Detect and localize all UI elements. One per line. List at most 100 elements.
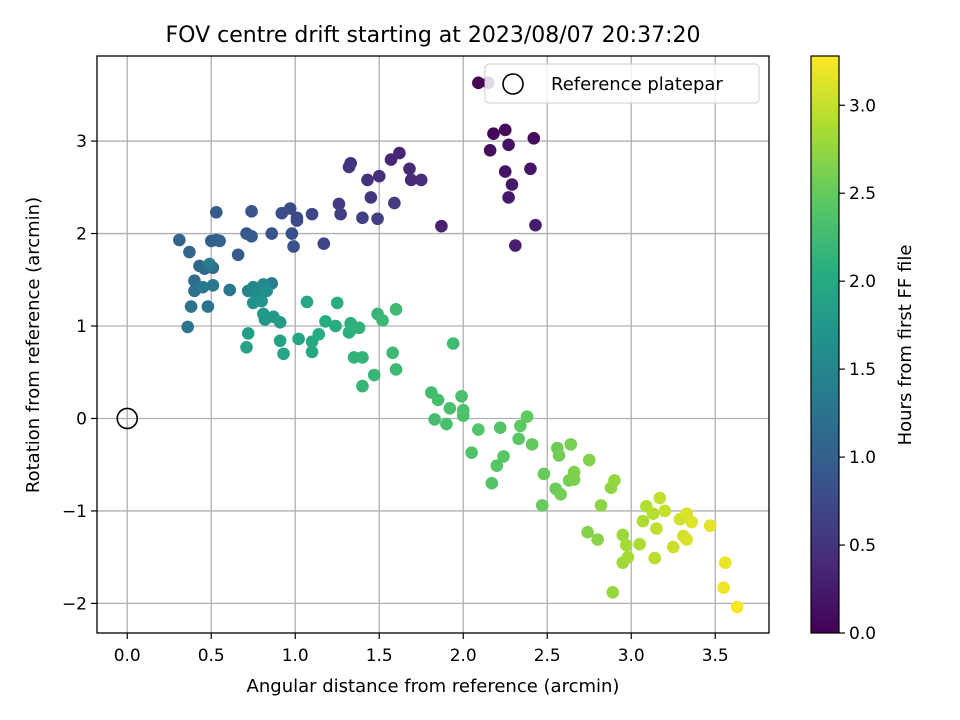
- data-point: [196, 280, 210, 294]
- data-point: [485, 476, 499, 490]
- y-tick-label: 3: [76, 132, 87, 152]
- data-point: [330, 296, 344, 310]
- y-tick-label: 0: [76, 409, 87, 429]
- data-point: [666, 540, 680, 554]
- data-point: [490, 459, 504, 472]
- colorbar-tick-label: 1.0: [849, 448, 876, 468]
- data-point: [719, 556, 732, 570]
- data-point: [582, 453, 596, 467]
- colorbar-tick-label: 1.5: [849, 360, 876, 380]
- data-point: [305, 345, 319, 359]
- data-point: [428, 413, 441, 426]
- data-point: [231, 248, 245, 262]
- data-point: [606, 586, 620, 599]
- data-point: [483, 144, 497, 157]
- data-point: [209, 205, 223, 219]
- colorbar-tick-label: 3.0: [849, 96, 876, 116]
- data-point: [446, 337, 460, 350]
- data-point: [371, 212, 384, 226]
- y-axis-label: Rotation from reference (arcmin): [23, 197, 44, 493]
- data-point: [184, 300, 198, 313]
- data-point: [591, 533, 604, 546]
- data-point: [265, 227, 279, 240]
- data-point: [389, 363, 403, 376]
- x-tick-label: 2.0: [450, 646, 477, 666]
- data-point: [173, 233, 186, 247]
- data-point: [502, 138, 515, 152]
- reference-platepar-marker: [116, 407, 139, 430]
- data-point: [621, 550, 635, 564]
- data-point: [273, 334, 287, 348]
- y-tick-label: 1: [76, 317, 87, 337]
- data-point: [384, 153, 398, 166]
- plot-area-frame: [96, 55, 770, 634]
- data-point: [514, 419, 527, 433]
- y-tick-label: 2: [76, 225, 87, 245]
- legend-entry-reference-platepar: Reference platepar: [551, 74, 723, 95]
- data-point: [203, 257, 216, 271]
- data-point: [527, 131, 541, 145]
- colorbar-tick-label: 0.5: [849, 536, 876, 556]
- data-point: [241, 327, 255, 340]
- data-point: [300, 295, 314, 309]
- data-point: [361, 173, 374, 187]
- data-point: [206, 279, 220, 292]
- data-point: [493, 421, 507, 435]
- data-point: [653, 491, 667, 505]
- colorbar-tick-label: 2.5: [849, 184, 876, 204]
- data-point: [372, 169, 386, 183]
- data-point: [334, 207, 347, 221]
- colorbar-label: Hours from first FF file: [895, 245, 916, 446]
- data-point: [389, 303, 403, 316]
- data-point: [525, 438, 539, 451]
- data-point: [537, 467, 551, 481]
- data-point: [581, 525, 594, 539]
- data-point: [292, 332, 305, 346]
- data-point: [554, 487, 567, 501]
- x-tick-label: 0.5: [198, 646, 225, 666]
- data-point: [440, 417, 453, 431]
- data-point: [329, 319, 342, 333]
- x-tick-label: 3.5: [702, 646, 729, 666]
- data-point: [255, 294, 268, 308]
- data-point: [455, 389, 468, 403]
- data-point: [273, 316, 287, 329]
- data-point: [498, 123, 512, 137]
- data-point: [245, 205, 258, 218]
- data-point: [312, 328, 326, 341]
- x-tick-label: 2.5: [534, 646, 561, 666]
- data-point: [456, 409, 470, 423]
- data-point: [332, 197, 346, 211]
- legend-box: [484, 63, 760, 104]
- y-tick-label: −1: [62, 502, 87, 522]
- x-tick-label: 0.0: [114, 646, 141, 666]
- data-point: [287, 240, 300, 253]
- data-point: [431, 393, 445, 407]
- data-point: [717, 581, 730, 594]
- data-point: [505, 178, 519, 191]
- data-point: [367, 368, 381, 382]
- data-point: [388, 196, 401, 210]
- data-point: [240, 340, 253, 354]
- data-point: [319, 315, 332, 328]
- data-point: [487, 127, 500, 140]
- data-point: [443, 402, 457, 415]
- data-point: [352, 321, 366, 335]
- data-point: [245, 230, 258, 243]
- data-point: [376, 314, 389, 327]
- data-point: [552, 449, 566, 462]
- data-point: [633, 537, 646, 551]
- y-tick-label: −2: [62, 594, 87, 614]
- x-axis-label: Angular distance from reference (arcmin): [247, 676, 620, 697]
- data-point: [648, 551, 662, 565]
- colorbar-tick-label: 0.0: [849, 624, 876, 644]
- data-point: [498, 165, 512, 178]
- data-point: [317, 237, 331, 251]
- data-point: [277, 347, 290, 361]
- data-point: [472, 76, 485, 90]
- data-point: [608, 474, 621, 487]
- data-point: [356, 379, 369, 393]
- colorbar: 0.0 0.5 1.0 1.5 2.0 2.5 3.0 Hours from first F…: [810, 55, 916, 644]
